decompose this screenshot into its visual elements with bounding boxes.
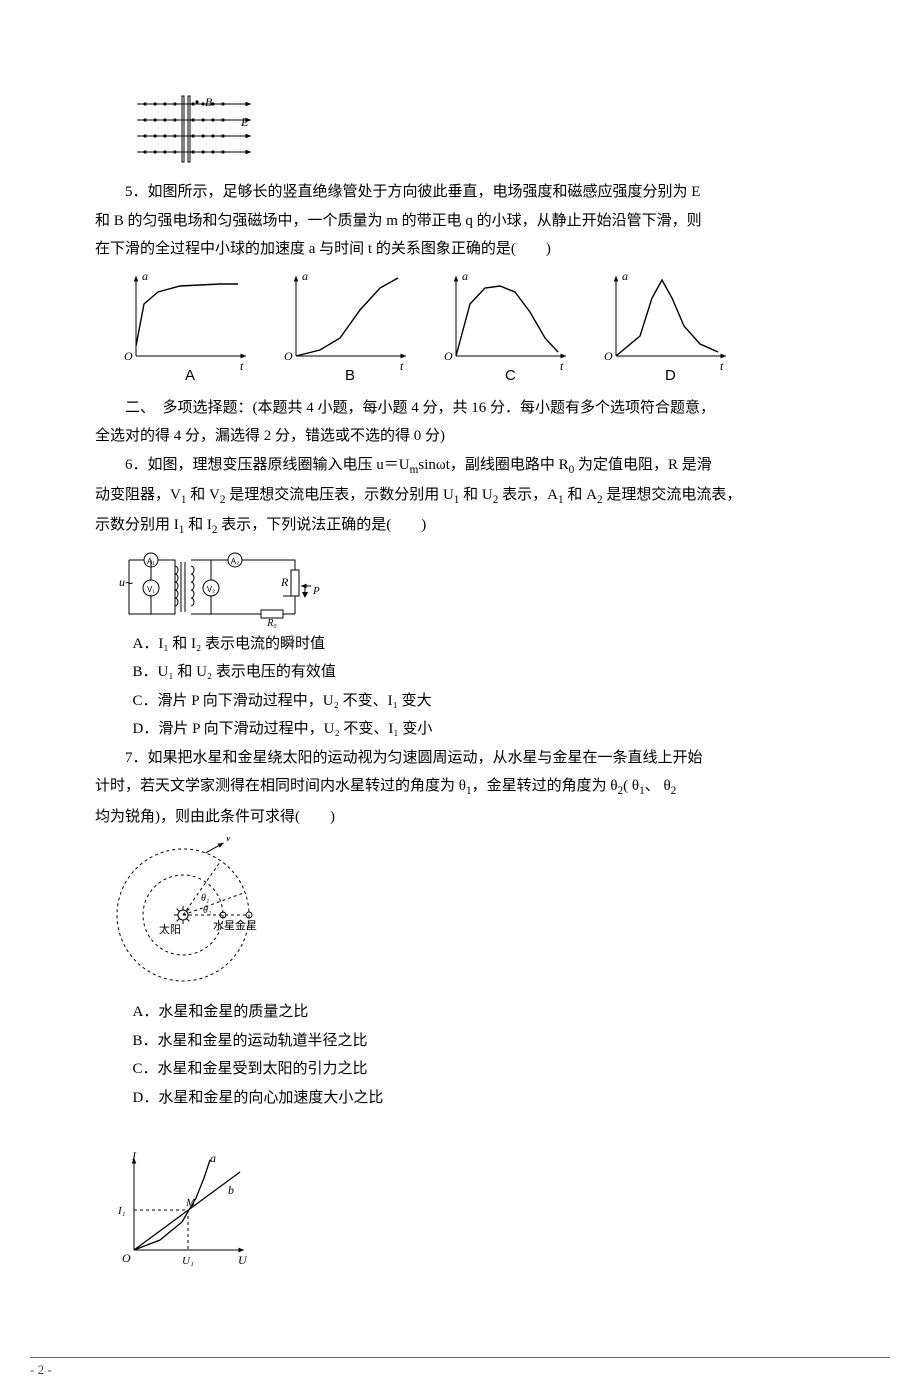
- svg-text:V₁: V₁: [146, 585, 154, 594]
- svg-text:B: B: [345, 367, 355, 384]
- svg-text:b: b: [228, 1183, 234, 1197]
- svg-text:E: E: [240, 115, 249, 129]
- svg-text:O: O: [604, 349, 613, 363]
- q7-choice-c: C．水星和金星受到太阳的引力之比: [133, 1055, 826, 1084]
- svg-text:P: P: [312, 585, 320, 597]
- svg-text:~: ~: [125, 575, 133, 591]
- q7-choices: A．水星和金星的质量之比 B．水星和金星的运动轨道半径之比 C．水星和金星受到太…: [133, 998, 826, 1112]
- svg-text:v: v: [225, 837, 231, 844]
- svg-text:U₁: U₁: [182, 1255, 194, 1267]
- svg-text:金星: 金星: [235, 918, 257, 932]
- svg-text:t: t: [720, 359, 724, 373]
- figure-iv: O I U M I₁ U₁ a b: [110, 1142, 825, 1277]
- at-graphs-row: Oa t A Oa t B Oa t C Oa t D: [110, 264, 825, 394]
- svg-text:D: D: [665, 367, 676, 384]
- svg-text:C: C: [505, 367, 516, 384]
- q7-choice-b: B．水星和金星的运动轨道半径之比: [133, 1027, 826, 1056]
- q6-choice-b: B．U₁ 和 U₂ 表示电压的有效值: [133, 658, 826, 687]
- figure-bfield: BE: [125, 90, 825, 174]
- q5-line2: 和 B 的匀强电场和匀强磁场中，一个质量为 m 的带正电 q 的小球，从静止开始…: [95, 207, 825, 236]
- svg-text:a: a: [622, 269, 628, 283]
- sec2-line1: 二、 多项选择题：(本题共 4 小题，每小题 4 分，共 16 分．每小题有多个…: [95, 394, 825, 423]
- sec2-line2: 全选对的得 4 分，漏选得 2 分，错选或不选的得 0 分): [95, 422, 825, 451]
- svg-text:水星: 水星: [213, 919, 235, 932]
- q7-line1: 7．如果把水星和金星绕太阳的运动视为匀速圆周运动，从水星与金星在一条直线上开始: [95, 744, 825, 773]
- q6-choices: A．I₁ 和 I₂ 表示电流的瞬时值 B．U₁ 和 U₂ 表示电压的有效值 C．…: [133, 630, 826, 744]
- svg-text:t: t: [240, 359, 244, 373]
- q5-line1: 5．如图所示，足够长的竖直绝缘管处于方向彼此垂直，电场强度和磁感应强度分别为 E: [95, 178, 825, 207]
- svg-text:t: t: [560, 359, 564, 373]
- q6-line2: 动变阻器，V1 和 V2 是理想交流电压表，示数分别用 U1 和 U2 表示，A…: [95, 481, 825, 511]
- q6-line1: 6．如图，理想变压器原线圈输入电压 u＝Umsinωt，副线圈电路中 R0 为定…: [95, 451, 825, 481]
- figure-circuit: A₁V₁u~A₂V₂R₀RP: [115, 546, 826, 628]
- q7-choice-d: D．水星和金星的向心加速度大小之比: [133, 1084, 826, 1113]
- svg-text:I: I: [131, 1149, 137, 1163]
- svg-text:A₂: A₂: [230, 557, 238, 566]
- figure-orbits: v θ₁θ₂ 太阳 水星金星: [115, 837, 826, 992]
- svg-text:O: O: [124, 349, 133, 363]
- svg-text:θ₁: θ₁: [201, 893, 209, 904]
- svg-text:a: a: [462, 269, 468, 283]
- page-footer: - 2 -: [30, 1357, 890, 1378]
- q5-line3: 在下滑的全过程中小球的加速度 a 与时间 t 的关系图象正确的是( ): [95, 235, 825, 264]
- q7-line2: 计时，若天文学家测得在相同时间内水星转过的角度为 θ1，金星转过的角度为 θ2(…: [95, 772, 825, 802]
- svg-text:O: O: [284, 349, 293, 363]
- svg-text:t: t: [400, 359, 404, 373]
- svg-text:I₁: I₁: [117, 1205, 126, 1217]
- svg-text:M: M: [185, 1197, 196, 1209]
- svg-text:太阳: 太阳: [159, 923, 181, 936]
- q7-line3: 均为锐角)，则由此条件可求得( ): [95, 803, 825, 832]
- svg-text:θ₂: θ₂: [203, 905, 212, 916]
- q6-choice-c: C．滑片 P 向下滑动过程中，U₂ 不变、I₁ 变大: [133, 687, 826, 716]
- q6-choice-a: A．I₁ 和 I₂ 表示电流的瞬时值: [133, 630, 826, 659]
- svg-text:R: R: [280, 575, 289, 589]
- q7-choice-a: A．水星和金星的质量之比: [133, 998, 826, 1027]
- svg-text:a: a: [302, 269, 308, 283]
- q6-choice-d: D．滑片 P 向下滑动过程中，U₂ 不变、I₁ 变小: [133, 715, 826, 744]
- svg-text:U: U: [238, 1253, 248, 1267]
- svg-text:O: O: [444, 349, 453, 363]
- page-number: - 2 -: [30, 1362, 52, 1377]
- q6-line3: 示数分别用 I1 和 I2 表示，下列说法正确的是( ): [95, 511, 825, 541]
- svg-text:R₀: R₀: [266, 618, 277, 628]
- svg-text:a: a: [210, 1151, 216, 1165]
- svg-text:B: B: [205, 95, 213, 109]
- svg-text:a: a: [142, 269, 148, 283]
- svg-text:V₂: V₂: [206, 585, 214, 594]
- svg-text:A: A: [185, 367, 195, 384]
- svg-text:O: O: [122, 1251, 131, 1265]
